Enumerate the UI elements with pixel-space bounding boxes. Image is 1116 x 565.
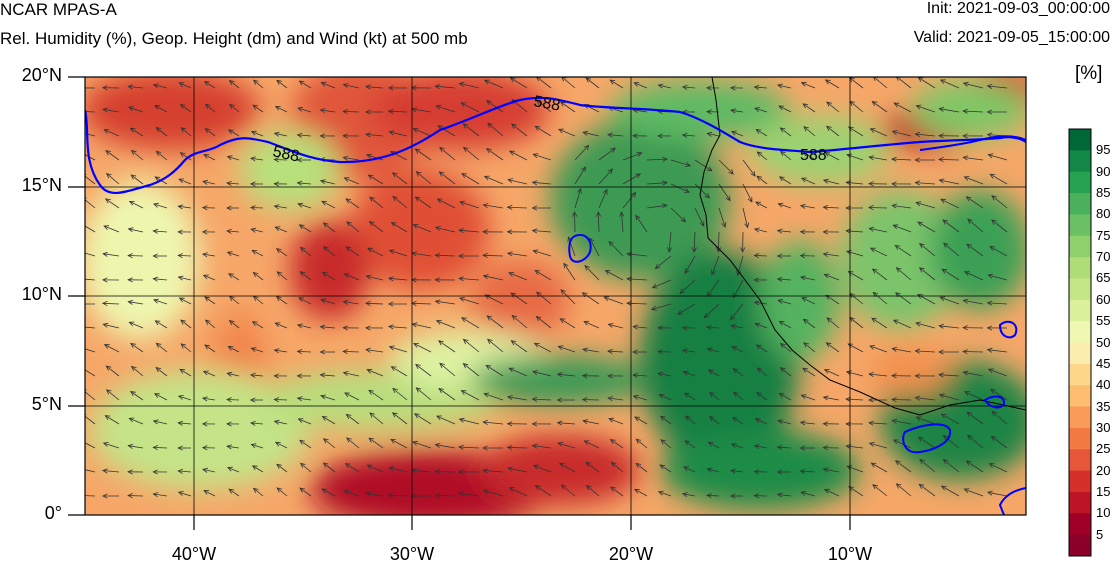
colorbar-level-label: 75: [1096, 228, 1110, 243]
colorbar-swatch: [1069, 407, 1091, 429]
colorbar-swatch: [1069, 278, 1091, 300]
colorbar-swatch: [1069, 300, 1091, 322]
colorbar-level-label: 60: [1096, 292, 1110, 307]
colorbar-swatch: [1069, 428, 1091, 450]
colorbar-level-label: 40: [1096, 377, 1110, 392]
colorbar-swatch: [1069, 214, 1091, 236]
colorbar-level-label: 80: [1096, 206, 1110, 221]
lat-label: 20°N: [0, 65, 62, 86]
lon-label: 30°W: [377, 544, 447, 565]
colorbar-swatch: [1069, 172, 1091, 194]
colorbar-swatch: [1069, 471, 1091, 493]
lon-label: 20°W: [596, 544, 666, 565]
colorbar-level-label: 55: [1096, 313, 1110, 328]
humidity-field: [78, 60, 1040, 530]
colorbar-swatch: [1069, 257, 1091, 279]
colorbar-swatch: [1069, 150, 1091, 172]
colorbar-swatch: [1069, 449, 1091, 471]
colorbar-level-label: 85: [1096, 185, 1110, 200]
colorbar-level-label: 15: [1096, 484, 1110, 499]
colorbar-swatch: [1069, 385, 1091, 407]
colorbar-swatch: [1069, 129, 1091, 151]
colorbar-swatch: [1069, 193, 1091, 215]
lat-label: 5°N: [0, 394, 62, 415]
lon-label: 10°W: [815, 544, 885, 565]
colorbar-swatch: [1069, 236, 1091, 258]
colorbar-swatch: [1069, 321, 1091, 343]
colorbar-level-label: 65: [1096, 270, 1110, 285]
lat-label: 15°N: [0, 175, 62, 196]
colorbar-level-label: 10: [1096, 505, 1110, 520]
colorbar-level-label: 5: [1096, 527, 1103, 542]
colorbar-level-label: 90: [1096, 164, 1110, 179]
colorbar-level-label: 70: [1096, 249, 1110, 264]
colorbar-level-label: 35: [1096, 399, 1110, 414]
colorbar-level-label: 45: [1096, 356, 1110, 371]
colorbar-level-label: 20: [1096, 463, 1110, 478]
colorbar-swatch: [1069, 492, 1091, 514]
lat-label: 10°N: [0, 284, 62, 305]
colorbar-swatch: [1069, 343, 1091, 365]
colorbar-swatch: [1069, 535, 1091, 557]
lon-label: 40°W: [159, 544, 229, 565]
colorbar-level-label: 30: [1096, 420, 1110, 435]
lat-label: 0°: [0, 503, 62, 524]
colorbar-level-label: 95: [1096, 142, 1110, 157]
colorbar-level-label: 50: [1096, 335, 1110, 350]
contour-label: 588: [800, 147, 827, 164]
colorbar-swatch: [1069, 364, 1091, 386]
colorbar-level-label: 25: [1096, 441, 1110, 456]
colorbar-swatch: [1069, 513, 1091, 535]
colorbar: [1069, 129, 1091, 557]
